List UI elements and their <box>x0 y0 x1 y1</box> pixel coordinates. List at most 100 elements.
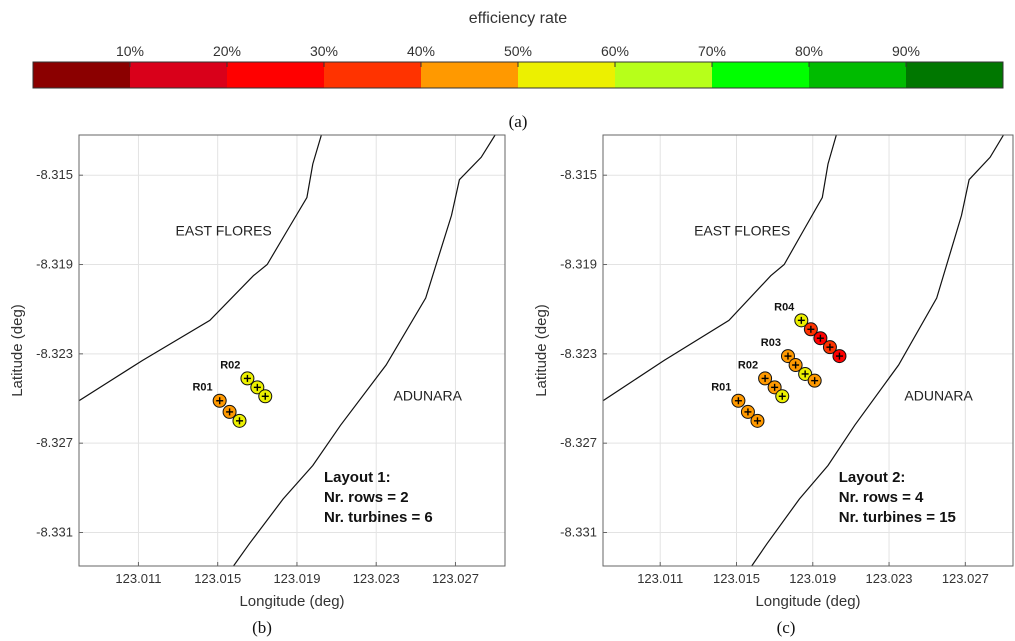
colorbar-tick-label: 80% <box>795 43 823 59</box>
row-label: R01 <box>711 382 731 394</box>
y-tick-label: -8.331 <box>36 525 73 540</box>
colorbar-segment <box>518 62 615 88</box>
turbine-marker <box>731 393 746 408</box>
y-tick-label: -8.331 <box>560 525 597 540</box>
turbine-marker <box>775 389 790 404</box>
coastlines <box>79 135 496 566</box>
row-label: R03 <box>761 337 781 349</box>
y-tick-label: -8.327 <box>36 435 73 450</box>
colorbar-tick-label: 30% <box>310 43 338 59</box>
x-tick-label: 123.027 <box>432 571 479 586</box>
x-axis-label: Longitude (deg) <box>239 593 344 610</box>
row-label: R02 <box>738 359 758 371</box>
x-tick-label: 123.019 <box>789 571 836 586</box>
axes-frame <box>78 134 506 567</box>
colorbar-segment <box>906 62 1003 88</box>
x-tick-label: 123.027 <box>942 571 989 586</box>
turbine-marker <box>803 322 818 337</box>
y-tick-label: -8.315 <box>36 167 73 182</box>
turbine-marker <box>788 358 803 373</box>
map-panel-b: 123.011 123.015 123.019 123.023 123.027 -8.31… <box>9 134 506 610</box>
row-label: R02 <box>220 359 240 371</box>
turbine-marker <box>807 373 822 388</box>
colorbar-segments <box>32 61 1004 89</box>
turbine-marker <box>798 366 813 381</box>
layout-annotation-line: Nr. rows = 2 <box>324 489 409 506</box>
turbine-layout: R01 R02 <box>192 359 273 428</box>
colorbar-ticks: 10% 20% 30% 40% 50% 60% 70% 80% 90% <box>116 43 920 67</box>
turbine-marker <box>740 404 755 419</box>
x-tick-label: 123.015 <box>713 571 760 586</box>
turbine-marker <box>222 404 237 419</box>
turbine-marker <box>794 313 809 328</box>
turbine-marker <box>832 349 847 364</box>
layout-annotation-line: Layout 2: <box>839 469 906 486</box>
colorbar-tick-label: 90% <box>892 43 920 59</box>
x-axis-label: Longitude (deg) <box>755 593 860 610</box>
turbine-marker <box>750 413 765 428</box>
x-tick-label: 123.023 <box>866 571 913 586</box>
colorbar-segment <box>130 62 227 88</box>
colorbar-title: efficiency rate <box>469 10 568 27</box>
coastline <box>79 135 322 402</box>
turbine-marker <box>212 393 227 408</box>
map-panel-c: 123.011 123.015 123.019 123.023 123.027 -8.31… <box>533 134 1014 610</box>
turbine-marker <box>822 340 837 355</box>
grid <box>79 135 505 566</box>
panel-label-a: (a) <box>509 112 528 131</box>
y-axis-label: Latitude (deg) <box>533 304 550 397</box>
region-label: ADUNARA <box>393 388 462 404</box>
grid <box>603 135 1013 566</box>
region-label: EAST FLORES <box>694 222 790 238</box>
panel-label-b: (b) <box>252 618 272 637</box>
colorbar-segment <box>421 62 518 88</box>
turbine-marker <box>758 371 773 386</box>
colorbar-tick-label: 60% <box>601 43 629 59</box>
region-label: ADUNARA <box>904 388 973 404</box>
y-tick-label: -8.323 <box>36 346 73 361</box>
colorbar-tick-label: 40% <box>407 43 435 59</box>
colorbar-tick-label: 10% <box>116 43 144 59</box>
x-tick-label: 123.011 <box>637 571 683 586</box>
coastlines <box>603 135 1005 566</box>
y-tick-label: -8.315 <box>560 167 597 182</box>
x-tick-label: 123.011 <box>115 571 161 586</box>
coastline <box>603 135 837 402</box>
colorbar-tick-label: 50% <box>504 43 532 59</box>
row-label: R01 <box>192 382 212 394</box>
layout-annotation-line: Nr. turbines = 6 <box>324 509 433 526</box>
row-label: R04 <box>774 301 795 313</box>
layout-annotation-line: Layout 1: <box>324 469 391 486</box>
turbine-marker <box>250 380 265 395</box>
turbine-marker <box>240 371 255 386</box>
layout-annotation-line: Nr. rows = 4 <box>839 489 924 506</box>
colorbar-segment <box>33 62 130 88</box>
colorbar-segment <box>615 62 712 88</box>
coastline <box>233 135 496 566</box>
x-tick-label: 123.023 <box>353 571 400 586</box>
colorbar-segment <box>324 62 421 88</box>
coastline <box>751 135 1005 566</box>
y-axis-label: Latitude (deg) <box>9 304 26 397</box>
x-tick-label: 123.015 <box>194 571 241 586</box>
x-tick-label: 123.019 <box>273 571 320 586</box>
colorbar: efficiency rate 10% 20% 30% 40% 50% 60% 70% 80%… <box>32 10 1004 89</box>
layout-annotation-line: Nr. turbines = 15 <box>839 509 956 526</box>
y-tick-label: -8.323 <box>560 346 597 361</box>
turbine-marker <box>258 389 273 404</box>
turbine-marker <box>232 413 247 428</box>
colorbar-tick-label: 70% <box>698 43 726 59</box>
axes-frame <box>602 134 1014 567</box>
turbine-marker <box>767 380 782 395</box>
panel-label-c: (c) <box>777 618 796 637</box>
turbine-marker <box>813 331 828 346</box>
y-tick-label: -8.319 <box>36 257 73 272</box>
y-tick-label: -8.319 <box>560 257 597 272</box>
turbine-marker <box>780 349 795 364</box>
colorbar-tick-label: 20% <box>213 43 241 59</box>
colorbar-segment <box>712 62 809 88</box>
colorbar-segment <box>809 62 906 88</box>
y-tick-label: -8.327 <box>560 435 597 450</box>
